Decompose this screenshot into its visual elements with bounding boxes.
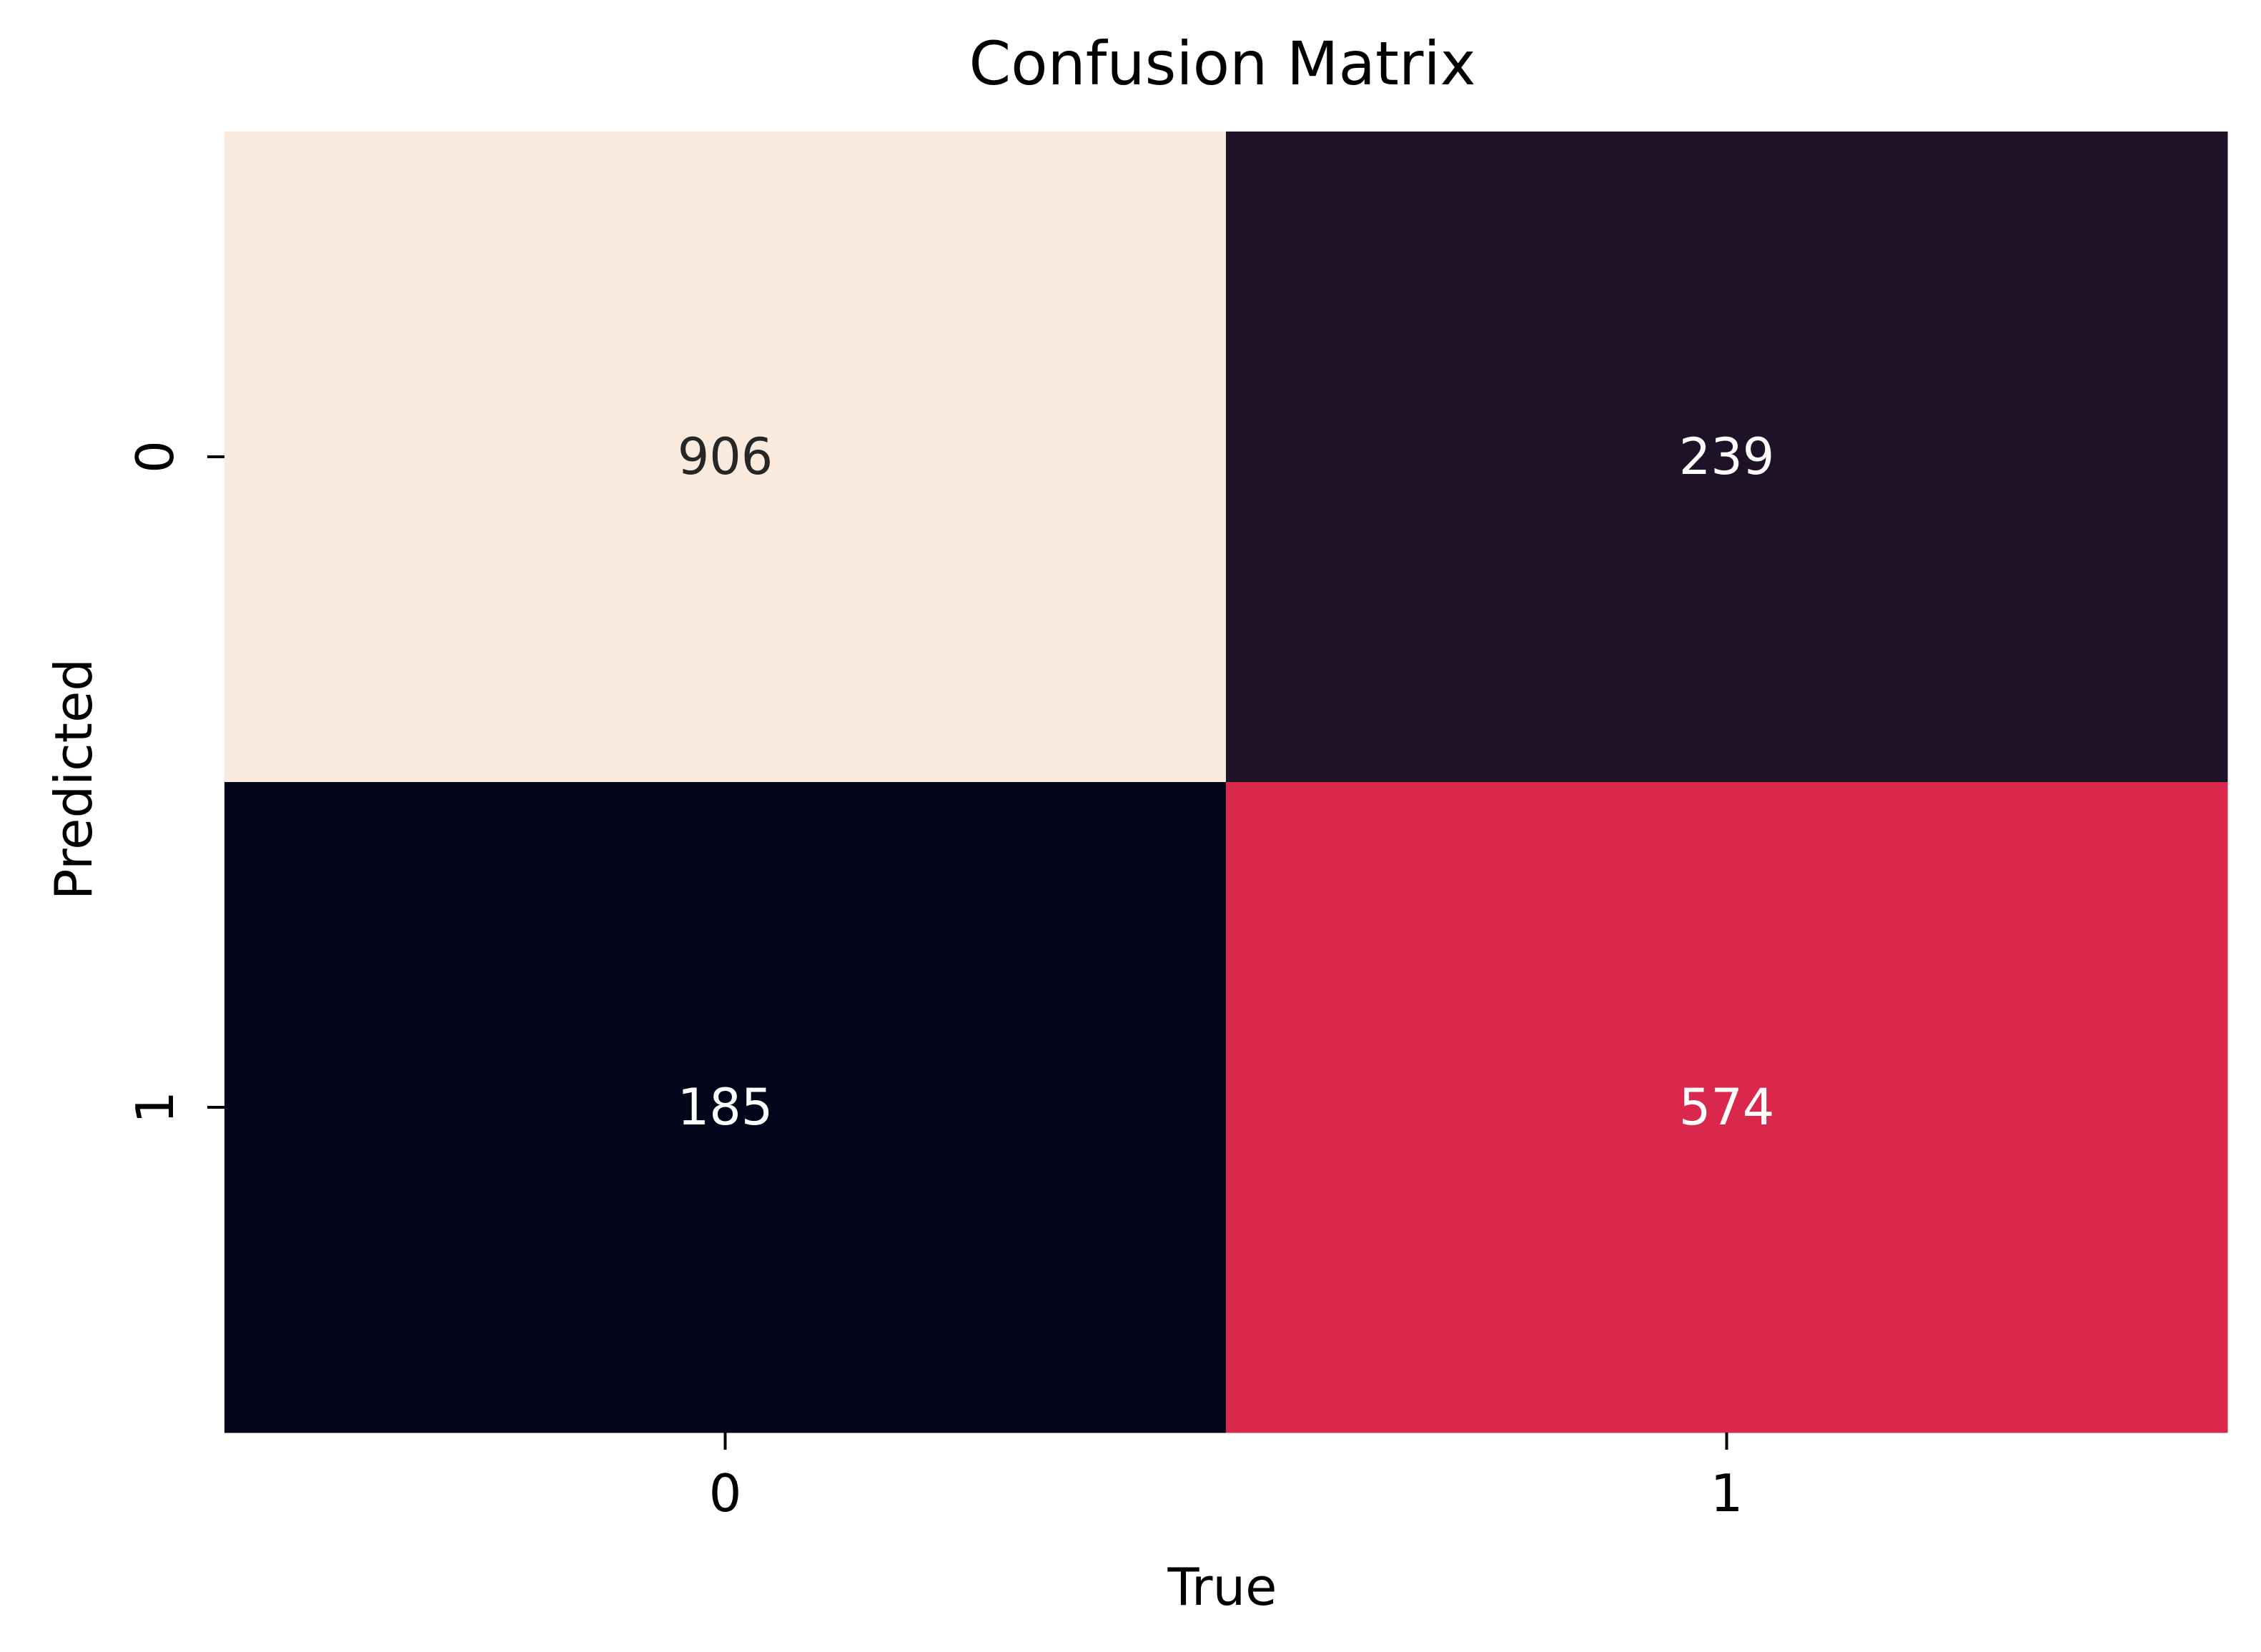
cell-value-r1-c1: 574	[1679, 1078, 1775, 1137]
heatmap-cells	[224, 132, 2228, 1433]
y-axis: 01	[125, 440, 224, 1124]
cell-value-r0-c0: 906	[678, 427, 773, 486]
heatmap-cell-r0-c1	[1226, 132, 2228, 783]
chart-title: Confusion Matrix	[969, 29, 1476, 99]
y-axis-label: Predicted	[44, 658, 104, 900]
cell-annotations: 906 239 185 574	[678, 427, 1775, 1137]
x-axis-label: True	[1167, 1557, 1277, 1617]
cell-value-r1-c0: 185	[678, 1078, 773, 1137]
heatmap-cell-r1-c0	[224, 782, 1227, 1433]
heatmap-cell-r1-c1	[1226, 782, 2228, 1433]
x-tick-label-1: 1	[1711, 1463, 1743, 1523]
y-tick-label-0: 0	[125, 440, 185, 473]
x-tick-label-0: 0	[709, 1463, 742, 1523]
y-tick-label-1: 1	[125, 1091, 185, 1124]
heatmap-cell-r0-c0	[224, 132, 1227, 783]
cell-value-r0-c1: 239	[1679, 427, 1775, 486]
